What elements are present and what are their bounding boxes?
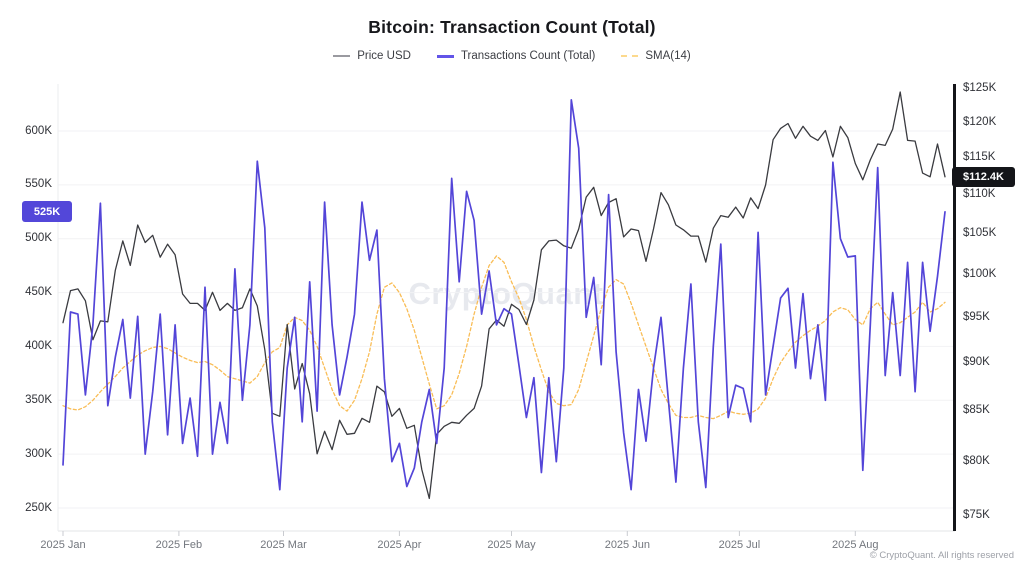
right-axis-tick-100: $100K (963, 268, 997, 281)
right-axis-tick-115: $115K (963, 151, 996, 164)
legend-item-transactions-count[interactable]: Transactions Count (Total) (436, 50, 596, 62)
legend: Price USD Transactions Count (Total) SMA… (0, 50, 1024, 62)
legend-label-transactions-count: Transactions Count (Total) (460, 50, 596, 62)
legend-label-price-usd: Price USD (357, 50, 411, 62)
left-axis-tick-550K: 550K (25, 178, 52, 191)
transactions-line-swatch-icon (436, 54, 454, 58)
sma-line-swatch-icon (621, 55, 639, 57)
left-axis-value-badge: 525K (22, 201, 72, 223)
left-axis-tick-500K: 500K (25, 232, 52, 245)
legend-item-sma14[interactable]: SMA(14) (621, 50, 691, 62)
left-axis-tick-350K: 350K (25, 393, 52, 406)
right-axis-tick-120: $120K (963, 115, 997, 128)
left-axis-tick-300K: 300K (25, 447, 52, 460)
right-axis-tick-85: $85K (963, 403, 990, 416)
x-axis-tick-2025-jun: 2025 Jun (604, 539, 650, 551)
right-axis-value-badge: $112.4K (952, 166, 1015, 187)
x-axis-tick-2025-mar: 2025 Mar (260, 539, 307, 551)
right-axis-tick-125: $125K (963, 81, 997, 94)
legend-label-sma14: SMA(14) (645, 50, 691, 62)
right-axis-tick-80: $80K (963, 454, 990, 467)
left-axis-tick-450K: 450K (25, 286, 52, 299)
left-axis-tick-600K: 600K (25, 124, 52, 137)
copyright-notice: © CryptoQuant. All rights reserved (869, 550, 1014, 561)
right-axis-tick-90: $90K (963, 356, 990, 369)
left-axis-tick-250K: 250K (25, 501, 52, 514)
x-axis-tick-2025-jan: 2025 Jan (40, 539, 86, 551)
x-axis-tick-2025-aug: 2025 Aug (832, 539, 879, 551)
x-axis-tick-2025-jul: 2025 Jul (718, 539, 761, 551)
left-axis-tick-400K: 400K (25, 339, 52, 352)
legend-item-price-usd[interactable]: Price USD (333, 50, 411, 62)
x-axis-tick-2025-may: 2025 May (487, 539, 536, 551)
price-line-swatch-icon (333, 55, 351, 57)
x-axis-tick-2025-apr: 2025 Apr (377, 539, 422, 551)
right-axis-tick-95: $95K (963, 310, 990, 323)
right-axis-tick-75: $75K (963, 508, 990, 521)
chart-title: Bitcoin: Transaction Count (Total) (368, 17, 656, 37)
right-axis-tick-110: $110K (963, 188, 996, 201)
right-axis-tick-105: $105K (963, 227, 997, 240)
x-axis-tick-2025-feb: 2025 Feb (155, 539, 203, 551)
cryptoquant-watermark: CryptoQuant (408, 276, 604, 311)
